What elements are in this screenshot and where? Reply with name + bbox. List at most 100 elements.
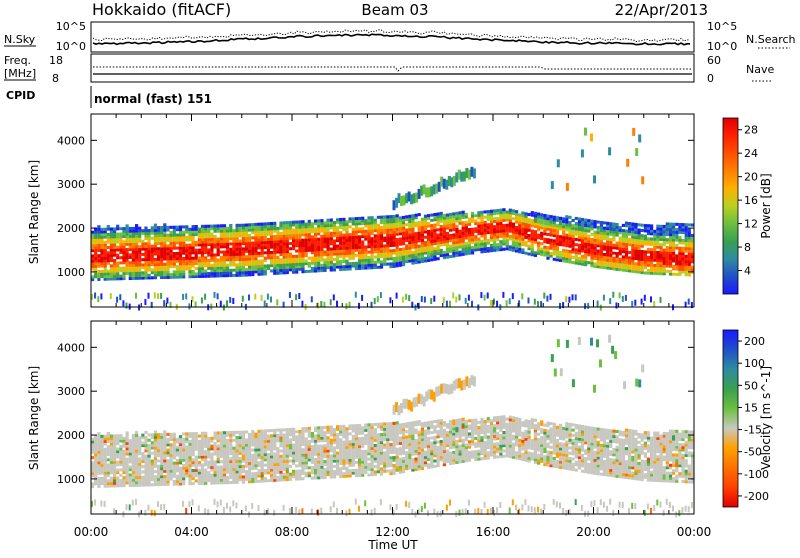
- echo-cell: [132, 444, 135, 447]
- echo-cell: [157, 475, 160, 478]
- echo-cell: [245, 465, 248, 468]
- echo-cell: [270, 458, 273, 461]
- nave-label: Nave: [746, 63, 774, 76]
- echo-cell: [148, 478, 151, 481]
- echo-cell: [283, 468, 286, 471]
- echo-cell: [402, 261, 405, 264]
- echo-cell: [129, 274, 132, 277]
- echo-cell: [330, 248, 333, 251]
- echo-cell: [192, 464, 195, 467]
- echo-cell: [669, 233, 672, 236]
- echo-cell: [248, 273, 251, 276]
- echo-cell: [298, 257, 301, 260]
- echo-cell: [314, 264, 317, 267]
- echo-cell: [226, 460, 229, 463]
- echo-cell: [622, 224, 625, 227]
- echo-cell: [141, 242, 144, 245]
- echo-cell: [374, 240, 377, 243]
- echo-cell: [433, 247, 436, 250]
- echo-cell: [408, 233, 411, 236]
- echo-cell: [418, 213, 421, 216]
- echo-cell: [116, 275, 119, 278]
- echo-cell: [521, 233, 524, 236]
- echo-cell: [327, 465, 330, 468]
- echo-cell: [176, 265, 179, 268]
- echo-cell: [377, 232, 380, 235]
- echo-cell: [179, 483, 182, 486]
- echo-cell: [361, 251, 364, 254]
- echo-cell: [122, 277, 125, 280]
- echo-cell: [430, 237, 433, 240]
- echo-cell: [565, 221, 568, 224]
- echo-cell: [201, 463, 204, 466]
- echo-cell: [314, 440, 317, 443]
- echo-cell: [509, 224, 512, 227]
- echo-cell: [452, 233, 455, 236]
- echo-cell: [254, 247, 257, 250]
- echo-cell: [138, 450, 141, 453]
- echo-cell: [223, 442, 226, 445]
- echo-cell: [276, 235, 279, 238]
- echo-cell: [251, 260, 254, 263]
- echo-cell: [389, 215, 392, 218]
- echo-cell: [364, 219, 367, 222]
- echo-cell: [248, 226, 251, 229]
- echo-cell: [185, 440, 188, 443]
- echo-cell: [135, 444, 138, 447]
- echo-cell: [653, 267, 656, 270]
- echo-cell: [427, 214, 430, 217]
- echo-cell: [364, 238, 367, 241]
- echo-cell: [217, 248, 220, 251]
- echo-cell: [565, 226, 568, 229]
- echo-cell: [119, 248, 122, 251]
- echo-cell: [229, 269, 232, 272]
- echo-cell: [104, 241, 107, 244]
- echo-cell: [182, 467, 185, 470]
- echo-cell: [474, 243, 477, 246]
- echo-cell: [594, 239, 597, 242]
- echo-cell: [223, 253, 226, 256]
- echo-cell: [518, 221, 521, 224]
- echo-cell: [110, 477, 113, 480]
- echo-cell: [176, 226, 179, 229]
- echo-cell: [226, 256, 229, 259]
- echo-cell: [144, 468, 147, 471]
- echo-cell: [656, 267, 659, 270]
- echo-cell: [314, 227, 317, 230]
- echo-cell: [345, 268, 348, 271]
- echo-cell: [261, 453, 264, 456]
- echo-cell: [195, 464, 198, 467]
- echo-cell: [572, 240, 575, 243]
- echo-cell: [493, 249, 496, 252]
- echo-cell: [499, 235, 502, 238]
- echo-cell: [245, 459, 248, 462]
- echo-cell: [239, 439, 242, 442]
- echo-cell: [113, 233, 116, 236]
- echo-cell: [122, 246, 125, 249]
- echo-cell: [650, 230, 653, 233]
- echo-cell: [581, 244, 584, 247]
- echo-cell: [578, 260, 581, 263]
- echo-cell: [157, 481, 160, 484]
- echo-cell: [245, 250, 248, 253]
- echo-cell: [345, 462, 348, 465]
- echo-cell: [286, 255, 289, 258]
- echo-cell: [418, 250, 421, 253]
- echo-cell: [641, 237, 644, 240]
- echo-cell: [342, 268, 345, 271]
- echo-cell: [528, 218, 531, 221]
- echo-cell: [415, 237, 418, 240]
- echo-cell: [138, 274, 141, 277]
- echo-cell: [374, 261, 377, 264]
- echo-cell: [198, 257, 201, 260]
- echo-cell: [286, 221, 289, 224]
- echo-cell: [597, 260, 600, 263]
- echo-cell: [393, 215, 396, 218]
- echo-cell: [132, 232, 135, 235]
- echo-cell: [619, 245, 622, 248]
- echo-cell: [675, 268, 678, 271]
- echo-cell: [179, 244, 182, 247]
- echo-cell: [151, 483, 154, 486]
- echo-cell: [609, 243, 612, 246]
- echo-cell: [568, 226, 571, 229]
